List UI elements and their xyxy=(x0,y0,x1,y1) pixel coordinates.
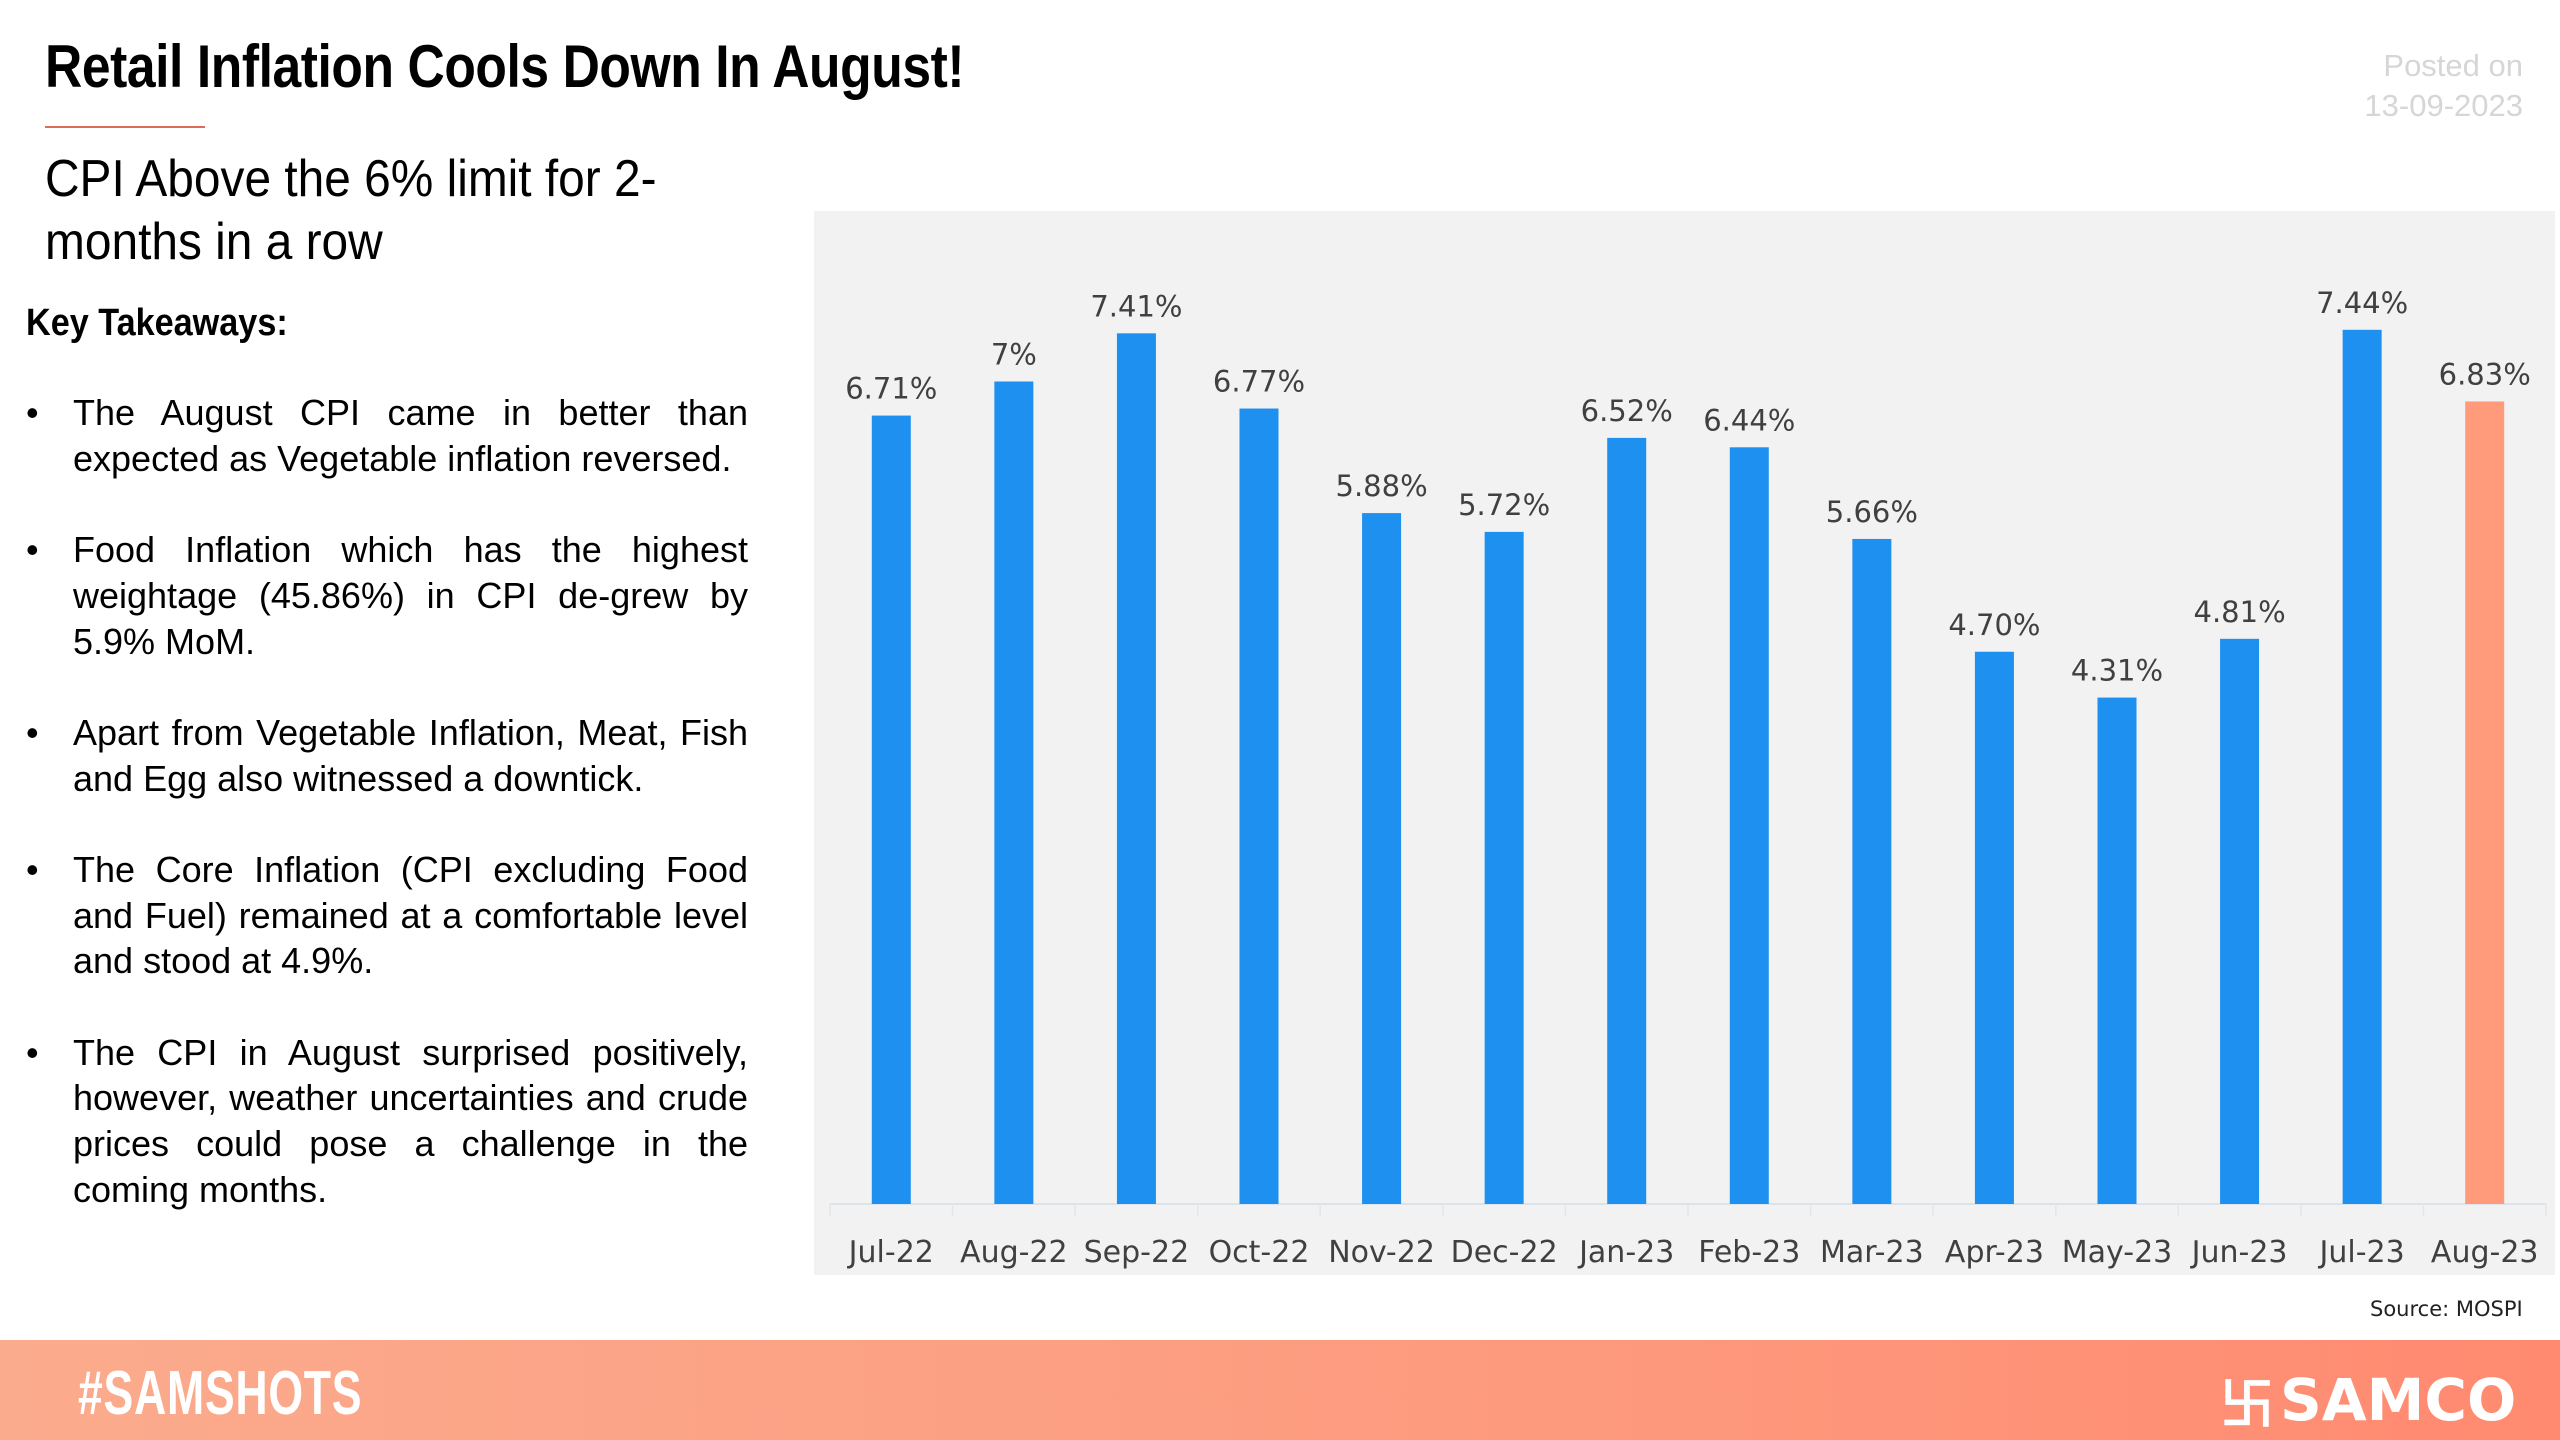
footer-banner: #SAMSHOTS 卐 SAMCO xyxy=(0,1340,2560,1440)
data-label: 6.71% xyxy=(845,372,937,406)
samco-swastik-logo-icon: 卐 xyxy=(2220,1373,2274,1436)
bar-apr-23 xyxy=(1974,651,2014,1204)
subtitle: CPI Above the 6% limit for 2-months in a… xyxy=(45,150,657,271)
data-label: 5.66% xyxy=(1826,495,1918,529)
data-label: 4.81% xyxy=(2194,595,2286,629)
data-label: 5.72% xyxy=(1458,488,1550,522)
x-tick-label: Feb-23 xyxy=(1698,1235,1800,1270)
data-label: 7% xyxy=(991,338,1037,372)
bar-aug-23 xyxy=(2465,401,2505,1205)
bar-jul-23 xyxy=(2342,329,2382,1204)
data-label: 7.41% xyxy=(1090,289,1182,323)
key-takeaways-heading: Key Takeaways: xyxy=(26,302,288,344)
bullet-icon: • xyxy=(26,848,39,890)
data-label: 4.70% xyxy=(1948,608,2040,642)
x-tick-label: Dec-22 xyxy=(1451,1235,1558,1270)
x-tick-label: Jun-23 xyxy=(2190,1235,2288,1270)
bar-jan-23 xyxy=(1607,437,1647,1204)
x-tick-label: Oct-22 xyxy=(1209,1235,1310,1270)
bar-jul-22 xyxy=(871,415,911,1204)
chart-background xyxy=(814,211,2555,1275)
data-label: 4.31% xyxy=(2071,654,2163,688)
bar-jun-23 xyxy=(2220,638,2260,1204)
data-label: 6.52% xyxy=(1581,394,1673,428)
source-note: Source: MOSPI xyxy=(2370,1297,2523,1321)
x-tick-label: Jul-23 xyxy=(2318,1235,2405,1270)
x-tick-label: Apr-23 xyxy=(1945,1235,2044,1270)
bar-aug-22 xyxy=(994,381,1034,1204)
bar-may-23 xyxy=(2097,697,2137,1204)
takeaway-item: • The Core Inflation (CPI excluding Food … xyxy=(26,848,748,982)
brand-name: SAMCO xyxy=(2280,1365,2517,1434)
hashtag: #SAMSHOTS xyxy=(78,1359,363,1428)
bullet-icon: • xyxy=(26,711,39,753)
x-tick-label: Jan-23 xyxy=(1577,1235,1674,1270)
bullet-icon: • xyxy=(26,1031,39,1073)
bar-dec-22 xyxy=(1484,531,1524,1204)
x-tick-label: Jul-22 xyxy=(847,1235,934,1270)
takeaways-list: • The August CPI came in better than expe… xyxy=(26,390,748,1258)
x-tick-label: Mar-23 xyxy=(1820,1235,1924,1270)
data-label: 6.44% xyxy=(1703,403,1795,437)
bar-oct-22 xyxy=(1239,408,1279,1204)
bar-sep-22 xyxy=(1116,333,1156,1204)
data-label: 5.88% xyxy=(1336,469,1428,503)
posted-label: Posted on xyxy=(2383,48,2523,83)
bar-nov-22 xyxy=(1362,513,1402,1204)
bullet-icon: • xyxy=(26,392,39,433)
x-tick-label: May-23 xyxy=(2062,1235,2173,1270)
takeaway-item: • The August CPI came in better than expe… xyxy=(26,392,748,479)
data-label: 6.77% xyxy=(1213,365,1305,399)
page-title: Retail Inflation Cools Down In August! xyxy=(45,33,965,100)
bar-feb-23 xyxy=(1729,447,1769,1204)
x-tick-label: Sep-22 xyxy=(1084,1235,1190,1270)
x-tick-label: Aug-23 xyxy=(2431,1235,2539,1270)
x-tick-label: Nov-22 xyxy=(1328,1235,1435,1270)
takeaway-item: • Apart from Vegetable Inflation, Meat, F… xyxy=(26,711,748,799)
bar-mar-23 xyxy=(1852,538,1892,1204)
x-tick-label: Aug-22 xyxy=(960,1235,1068,1270)
data-label: 6.83% xyxy=(2439,357,2531,391)
samco-logo: 卐 SAMCO xyxy=(2220,1360,2516,1439)
title-underline xyxy=(45,126,205,128)
posted-date-value: 13-09-2023 xyxy=(2364,88,2523,123)
bullet-icon: • xyxy=(26,529,39,571)
takeaway-item: • Food Inflation which has the highest we… xyxy=(26,529,748,662)
data-label: 7.44% xyxy=(2316,286,2408,320)
takeaway-item: • The CPI in August surprised positively,… xyxy=(26,1031,748,1210)
posted-date: Posted on 13-09-2023 xyxy=(2364,46,2523,126)
